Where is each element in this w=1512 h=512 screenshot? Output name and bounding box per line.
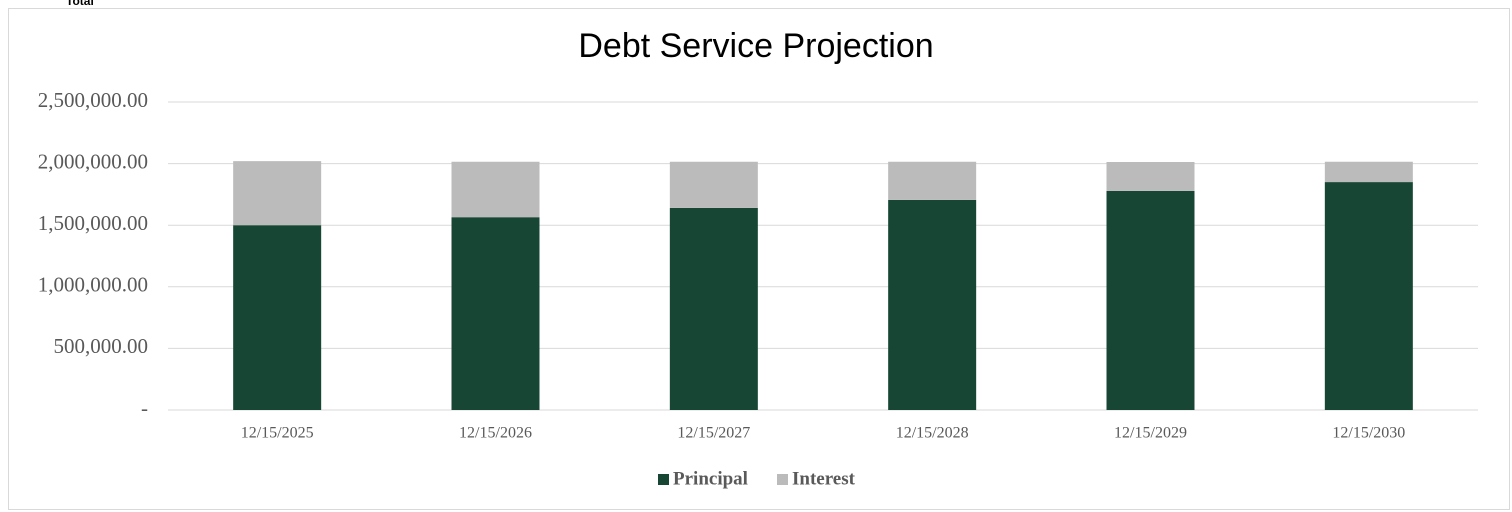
- x-tick-label: 12/15/2029: [1114, 425, 1187, 442]
- legend-label: Interest: [792, 468, 856, 489]
- x-tick-label: 12/15/2027: [677, 425, 750, 442]
- bar-segment: [451, 161, 540, 218]
- bar-segment: [669, 161, 758, 208]
- bar-segment: [1324, 182, 1413, 410]
- bar-segment: [233, 161, 322, 226]
- legend-swatch: [777, 474, 788, 485]
- x-tick-label: 12/15/2028: [896, 425, 969, 442]
- y-tick-label: 2,500,000.00: [38, 88, 148, 112]
- y-tick-label: 500,000.00: [54, 334, 149, 358]
- bar-segment: [1106, 190, 1195, 410]
- bar-segment: [233, 225, 322, 410]
- y-tick-label: 1,000,000.00: [38, 273, 148, 297]
- bar-segment: [888, 199, 977, 410]
- y-tick-label: 1,500,000.00: [38, 211, 148, 235]
- x-tick-label: 12/15/2026: [459, 425, 532, 442]
- chart-title: Debt Service Projection: [578, 27, 933, 65]
- bar-segment: [451, 217, 540, 410]
- bar-segment: [1106, 161, 1195, 191]
- bar-segment: [888, 161, 977, 200]
- y-tick-label: 2,000,000.00: [38, 149, 148, 173]
- bar-segment: [1324, 161, 1413, 183]
- legend-label: Principal: [673, 468, 748, 489]
- legend-swatch: [658, 474, 669, 485]
- bar-segment: [669, 207, 758, 410]
- corner-label: Total: [66, 0, 94, 8]
- y-tick-label: -: [141, 396, 148, 420]
- x-tick-label: 12/15/2025: [241, 425, 314, 442]
- x-tick-label: 12/15/2030: [1332, 425, 1405, 442]
